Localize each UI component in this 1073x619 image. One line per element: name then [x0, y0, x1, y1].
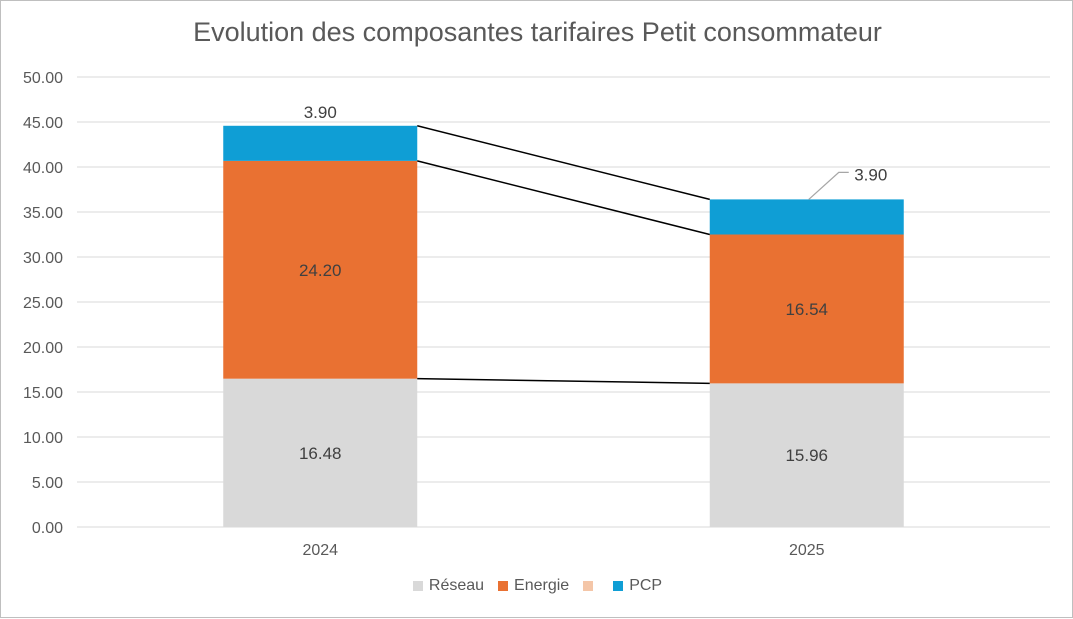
legend-label-energie: Energie: [514, 577, 570, 594]
legend-label-pcp: PCP: [629, 577, 663, 594]
connector-line: [417, 377, 710, 385]
bar-energie: [223, 160, 418, 379]
legend-item-reseau: Réseau: [412, 577, 485, 595]
bar-energie: [709, 234, 904, 384]
x-tick-label: 2025: [789, 542, 825, 559]
y-tick-label: 30.00: [23, 250, 63, 267]
legend-item-unnamed: [583, 581, 599, 591]
bar-réseau: [223, 378, 418, 527]
legend-swatch-energie: [498, 581, 509, 591]
connector-line: [417, 160, 710, 236]
data-label: 15.96: [785, 446, 828, 465]
y-tick-label: 0.00: [32, 520, 63, 537]
y-tick-label: 20.00: [23, 340, 63, 357]
x-tick-label: 2024: [302, 542, 338, 559]
data-label: 16.48: [299, 444, 342, 463]
legend-swatch-unnamed: [583, 581, 594, 591]
y-tick-label: 10.00: [23, 430, 63, 447]
y-tick-label: 35.00: [23, 205, 63, 222]
y-tick-label: 25.00: [23, 295, 63, 312]
data-label: 16.54: [785, 300, 828, 319]
y-tick-label: 45.00: [23, 115, 63, 132]
bar-réseau: [709, 383, 904, 527]
data-label: 3.90: [304, 103, 337, 122]
bar-pcp: [709, 199, 904, 235]
bar-pcp: [223, 125, 418, 161]
y-tick-label: 5.00: [32, 475, 63, 492]
leader-line: [808, 171, 849, 200]
y-tick-label: 40.00: [23, 160, 63, 177]
data-label: 24.20: [299, 261, 342, 280]
y-tick-label: 15.00: [23, 385, 63, 402]
connector-line: [417, 125, 710, 201]
chart-title: Evolution des composantes tarifaires Pet…: [193, 17, 882, 47]
legend-item-energie: Energie: [498, 577, 569, 595]
legend-label-reseau: Réseau: [428, 577, 485, 594]
y-tick-label: 50.00: [23, 70, 63, 87]
data-label: 3.90: [854, 165, 887, 184]
legend-swatch-pcp: [613, 581, 624, 591]
legend-item-pcp: PCP: [613, 577, 662, 595]
legend: Réseau Energie PCP: [1, 577, 1073, 595]
legend-swatch-reseau: [412, 581, 423, 591]
